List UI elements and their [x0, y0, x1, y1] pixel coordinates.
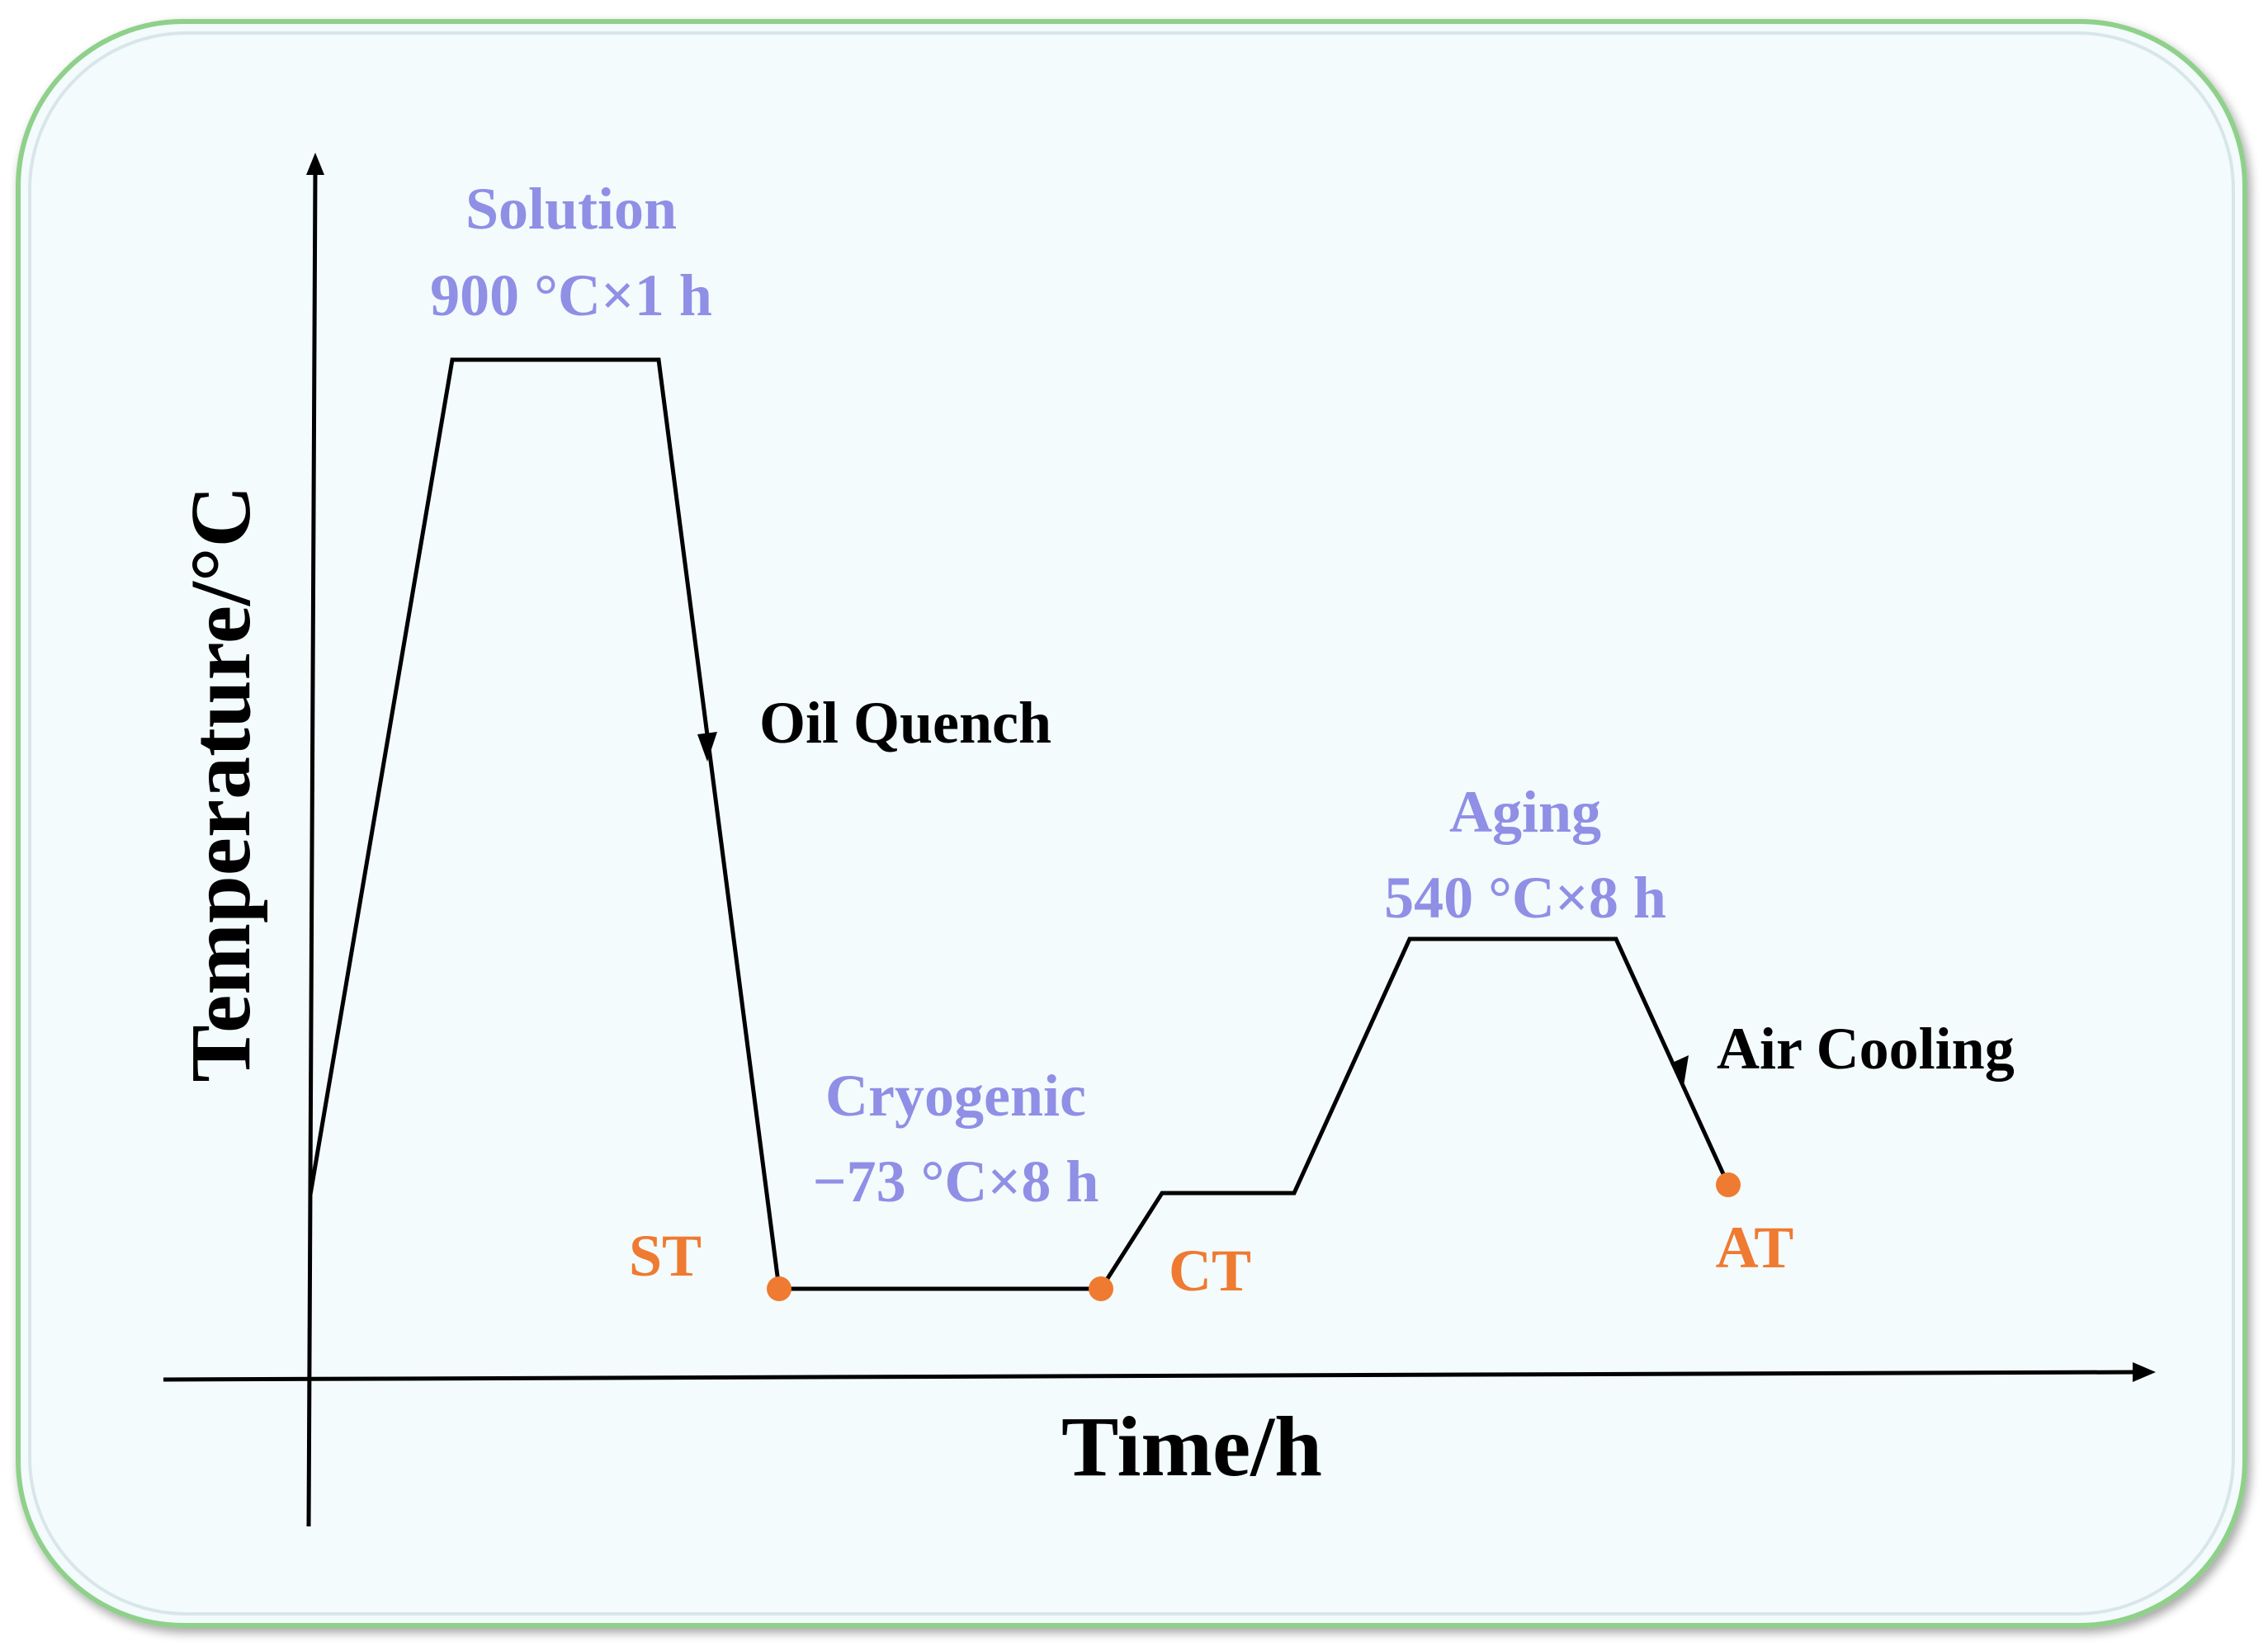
aging-condition: 540 °C×8 h: [1384, 865, 1666, 931]
air-cooling-label: Air Cooling: [1717, 1016, 2015, 1082]
y-axis-arrowhead: [306, 153, 324, 175]
diagram-panel: [16, 19, 2247, 1628]
point-st-label: ST: [629, 1223, 702, 1289]
x-axis-title: Time/h: [1061, 1399, 1322, 1494]
point-ct-marker: [1089, 1276, 1113, 1301]
cryogenic-label: Cryogenic: [825, 1063, 1086, 1129]
aging-label: Aging: [1449, 779, 1601, 845]
point-at-marker: [1716, 1172, 1741, 1197]
diagram-panel-inner-edge: [28, 31, 2235, 1616]
axes: [163, 153, 2156, 1527]
y-axis: [306, 168, 318, 1527]
point-at-label: AT: [1716, 1215, 1794, 1281]
quench-arrow-icon: [697, 732, 717, 762]
solution-condition: 900 °C×1 h: [430, 262, 712, 328]
x-axis: [163, 1370, 2138, 1382]
oil-quench-label: Oil Quench: [759, 690, 1051, 756]
y-axis-title: Temperature/°C: [173, 485, 268, 1082]
cryogenic-condition: −73 °C×8 h: [813, 1149, 1099, 1215]
point-ct-label: CT: [1169, 1238, 1251, 1304]
temperature-profile: [308, 357, 1731, 1291]
air-cooling-arrow-icon: [1670, 1055, 1689, 1086]
solution-label: Solution: [465, 176, 677, 242]
x-axis-arrowhead: [2133, 1362, 2156, 1382]
point-st-marker: [767, 1276, 791, 1301]
